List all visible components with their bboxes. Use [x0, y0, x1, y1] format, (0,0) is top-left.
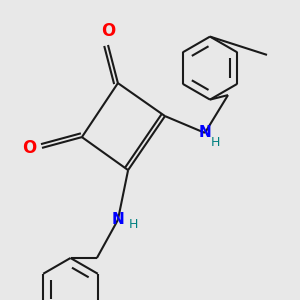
Text: H: H: [210, 136, 220, 149]
Text: O: O: [101, 22, 115, 40]
Text: N: N: [112, 212, 124, 227]
Text: N: N: [199, 125, 211, 140]
Text: O: O: [22, 139, 36, 157]
Text: H: H: [128, 218, 138, 231]
